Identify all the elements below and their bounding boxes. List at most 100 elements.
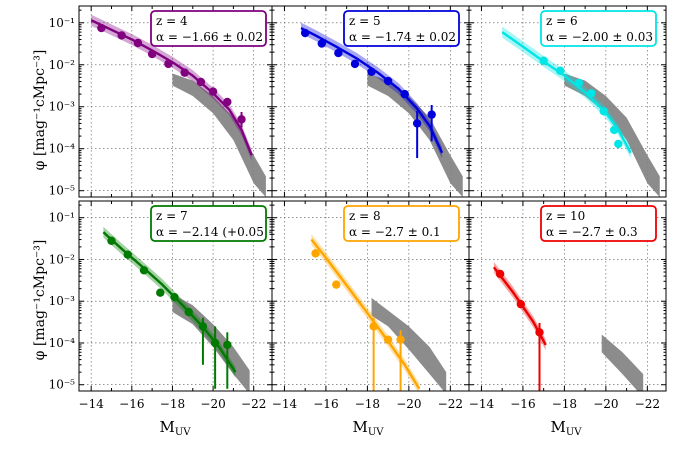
ticks [469,201,666,391]
y-tick-label: 10⁻¹ [49,16,75,30]
data-point [198,322,208,331]
legend-slope: α = −2.00 ± 0.03 [546,30,653,44]
xlabel-right: MUV [550,418,582,438]
data-point [350,59,360,69]
data-point [614,139,623,149]
panel-frame [468,5,667,198]
x-tick-label: −22 [241,397,266,411]
axis-labels-layer: φ [mag⁻¹cMpc⁻³] φ [mag⁻¹cMpc⁻³] MUV MUV … [32,50,582,438]
data-point [210,338,220,348]
data-point [156,288,165,297]
y-tick-label: 10⁻¹ [49,211,75,225]
y-tick-label: 10⁻⁴ [49,142,76,156]
data-point [383,335,393,344]
data-point [123,250,132,259]
panel-3: z = 6 α = −2.00 ± 0.03 [468,5,667,198]
legend-box [540,205,657,242]
data-point [535,328,544,337]
legend-box [343,205,460,242]
legend-box [150,10,267,47]
data-point [170,292,179,302]
data-point [133,38,143,48]
y-tick-label: 10⁻³ [49,100,76,114]
data-point [107,236,116,245]
data-point [334,48,343,58]
legend-redshift: z = 10 [546,209,585,223]
data-point [412,119,422,128]
comparison-band [371,297,447,391]
data-point [556,66,565,75]
x-tick-label: −14 [469,397,495,411]
data-point [539,56,548,65]
legend-redshift: z = 5 [349,14,381,28]
data-point [237,115,246,124]
x-tick-label: −20 [396,397,421,411]
ylabel-bottom: φ [mag⁻¹cMpc⁻³] [32,240,48,361]
data-point [400,89,409,99]
x-tick-label: −18 [355,397,380,411]
data-point [184,307,193,317]
fit-line [310,238,421,390]
data-point [574,78,584,88]
legend-box [540,10,657,47]
data-point [300,28,310,38]
data-point [587,89,596,98]
y-tick-label: 10⁻⁵ [49,378,76,392]
data-point [609,125,619,135]
panel-frame [468,200,667,392]
data-point [208,87,218,96]
data-point [396,335,405,344]
x-tick-label: −18 [552,397,577,411]
panel-4: −14 −16 −18 −20 −22 10⁻¹ 10⁻² 10⁻³ 10⁻⁴ 10⁻⁵ z = 7… [49,200,309,411]
fit-uncertainty-band [103,226,236,378]
plot-area [492,261,644,391]
data-point [117,31,126,40]
data-point [223,97,232,107]
comparison-band [564,73,660,197]
data-point [164,59,173,69]
plot-area [501,26,660,197]
panel-6: −14 −16 −18 −20 −22 z = 10 α = −2.7 ± 0.3 [468,200,667,411]
data-point [383,76,393,86]
data-point [367,67,376,77]
plot-area [300,22,463,197]
panel-5: −14 −16 −18 −20 −22 z = 8 α = −2.7 ± 0.1 [271,200,470,411]
ylabel-top: φ [mag⁻¹cMpc⁻³] [32,50,48,171]
data-point [139,266,149,275]
plot-area [102,226,250,391]
plot-area [90,14,266,197]
panel-2: z = 5 α = −1.74 ± 0.02 [271,5,470,198]
data-point [427,110,436,119]
data-point [311,249,320,258]
legend-slope: α = −1.66 ± 0.02 [156,30,263,44]
data-point [196,77,206,87]
ticks [272,201,469,391]
data-point [180,68,189,77]
x-tick-label: −22 [635,397,660,411]
xlabel-middle: MUV [352,418,384,438]
panel-1: 10⁻¹ 10⁻² 10⁻³ 10⁻⁴ 10⁻⁵ z = 4 α = −1.66 ± 0.0… [49,5,273,198]
comparison-band [601,334,644,391]
fit-uncertainty-band [91,14,252,161]
x-tick-label: −18 [160,397,185,411]
x-tick-label: −20 [593,397,618,411]
legend-slope: α = −1.74 ± 0.02 [349,30,456,44]
y-tick-label: 10⁻² [49,58,76,72]
x-tick-label: −14 [79,397,105,411]
data-point [147,49,157,59]
data-point [599,107,608,116]
data-point [97,23,106,33]
plot-area [310,234,447,391]
data-point [332,280,341,289]
legend-slope: α = −2.7 ± 0.3 [546,225,638,239]
legend-box [343,10,460,47]
legend-redshift: z = 4 [156,14,188,28]
fit-line [300,26,444,154]
x-tick-label: −14 [272,397,298,411]
legend-redshift: z = 8 [349,209,381,223]
x-tick-label: −16 [119,397,144,411]
legend-slope: α = −2.7 ± 0.1 [349,225,441,239]
legend-slope: α = −2.14 (+0.05 −0.06) [156,225,309,239]
data-point [223,340,232,350]
